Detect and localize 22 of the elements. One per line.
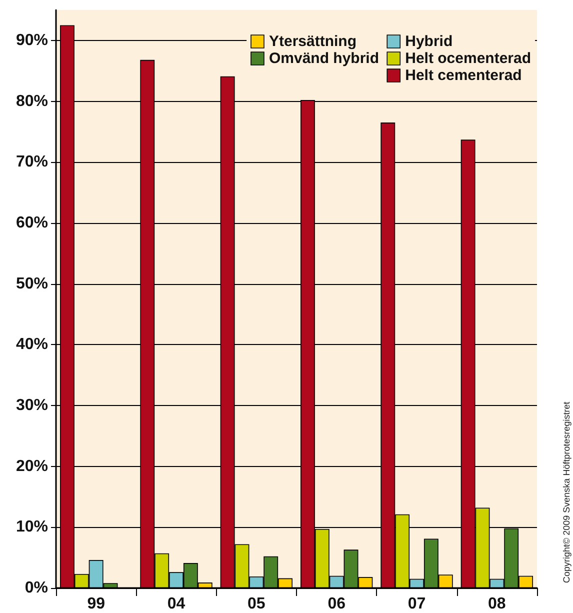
- legend-label: Helt ocementerad: [405, 50, 531, 67]
- x-tick-label: 06: [328, 596, 346, 612]
- y-tick-label: 40%: [16, 336, 48, 354]
- y-tick-label: 30%: [16, 396, 48, 414]
- y-tick-label: 10%: [16, 518, 48, 536]
- x-tick-label: 07: [408, 596, 426, 612]
- legend-label: Helt cementerad: [405, 67, 522, 84]
- x-tick-label: 04: [167, 596, 186, 612]
- x-tick-label: 08: [488, 596, 506, 612]
- y-tick-label: 70%: [16, 154, 48, 171]
- x-tick-label: 99: [87, 596, 106, 612]
- legend-label: Ytersättning: [268, 33, 356, 50]
- y-tick-label: 0%: [24, 580, 48, 596]
- x-tick-label: 05: [248, 596, 266, 612]
- legend-label: Omvänd hybrid: [268, 50, 380, 67]
- y-tick-label: 50%: [16, 275, 48, 292]
- text: Copyright© 2009 Svenska Höftprotesregistret: [562, 401, 572, 583]
- y-tick-label: 20%: [16, 458, 48, 475]
- y-tick-label: 90%: [16, 32, 48, 49]
- y-tick-label: 60%: [16, 214, 48, 232]
- legend-label: Hybrid: [405, 33, 453, 50]
- y-tick-label: 80%: [16, 92, 48, 110]
